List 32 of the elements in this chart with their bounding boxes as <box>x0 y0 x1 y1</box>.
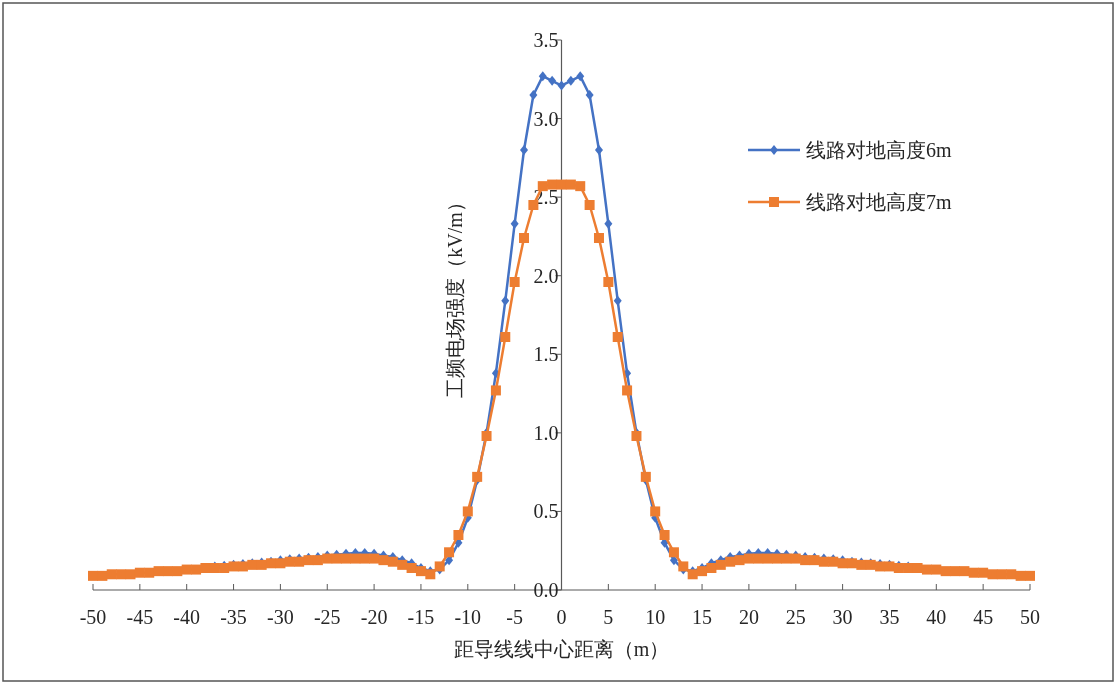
x-tick-label: 35 <box>879 606 900 628</box>
y-tick-label: 3.0 <box>533 107 559 130</box>
x-tick-label: -15 <box>407 606 435 628</box>
y-tick-label: 1.0 <box>533 421 559 444</box>
x-tick-label: 30 <box>832 606 853 628</box>
x-tick-label: -5 <box>506 606 523 628</box>
x-tick-label: -25 <box>313 606 341 628</box>
x-tick-label: 40 <box>926 606 947 628</box>
x-axis-title: 距导线线中心距离（m） <box>453 638 670 660</box>
x-tick-label: -10 <box>454 606 482 628</box>
legend-label: 线路对地高度6m <box>806 139 952 161</box>
x-tick-label: 50 <box>1020 606 1040 628</box>
x-tick-label: -45 <box>126 606 154 628</box>
x-tick-label: 0 <box>556 606 567 628</box>
legend-label: 线路对地高度7m <box>806 191 952 213</box>
y-tick-label: 2.0 <box>533 264 559 287</box>
x-tick-label: 20 <box>738 606 759 628</box>
x-tick-label: -35 <box>220 606 247 628</box>
x-tick-label: -40 <box>173 606 201 628</box>
x-tick-label: 10 <box>645 606 666 628</box>
y-axis-title: 工频电场强度（kV/m） <box>443 192 466 398</box>
y-tick-label: 3.5 <box>533 29 559 51</box>
x-tick-label: 15 <box>692 606 713 628</box>
x-tick-label: 45 <box>973 606 994 628</box>
y-tick-label: 0.5 <box>533 500 559 523</box>
y-tick-label: 1.5 <box>533 343 559 366</box>
x-tick-label: -30 <box>267 606 294 628</box>
x-tick-label: 5 <box>603 606 614 628</box>
x-tick-label: -50 <box>79 606 107 628</box>
x-tick-label: 25 <box>785 606 806 628</box>
y-tick-label: 0.0 <box>533 579 559 601</box>
x-tick-label: -20 <box>360 606 388 628</box>
